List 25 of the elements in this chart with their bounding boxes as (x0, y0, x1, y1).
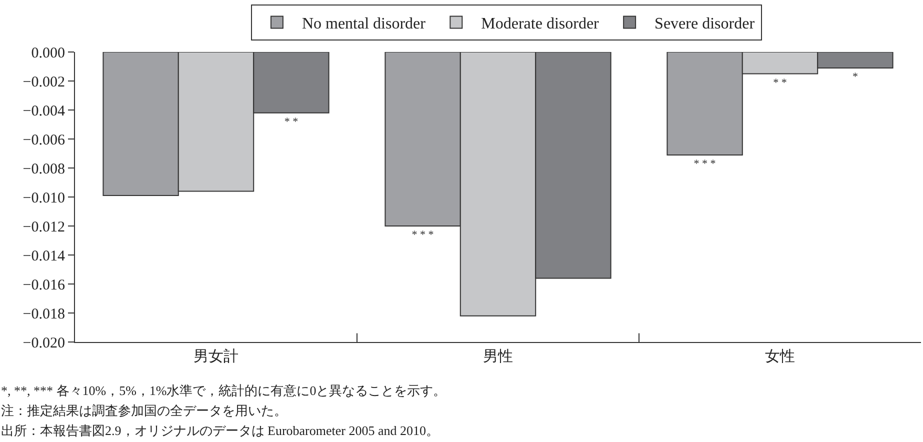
y-tick-label: −0.008 (22, 161, 65, 178)
data-label: * * * (694, 158, 716, 170)
legend-label: No mental disorder (302, 16, 426, 33)
legend-label: Severe disorder (654, 16, 756, 33)
data-label: * (852, 70, 858, 83)
y-tick-label: −0.018 (22, 306, 65, 322)
y-tick-label: −0.012 (22, 219, 65, 236)
x-tick-label: 男性 (483, 348, 513, 365)
data-label: * * (773, 76, 787, 89)
text: *, **, *** 各々10%，5%，1%水準で，統計的に有意に0と異なることを示す。 (1, 383, 446, 398)
y-tick-label: −0.010 (22, 190, 65, 206)
x-tick-label: 男女計 (194, 348, 238, 365)
text: 出所：本報告書図2.9，オリジナルのデータは Eurobarometer 2005 and 2010。 (1, 423, 439, 438)
data-label: * * (284, 116, 298, 128)
y-tick-label: −0.002 (22, 74, 65, 90)
x-tick-label: 女性 (765, 348, 795, 365)
y-tick-label: −0.020 (22, 335, 65, 352)
y-tick-label: −0.014 (22, 248, 66, 264)
text: 注：推定結果は調査参加国の全データを用いた。 (1, 403, 287, 418)
y-tick-label: −0.006 (22, 132, 66, 148)
y-tick-label: 0.000 (31, 45, 65, 62)
legend-label: Moderate disorder (481, 16, 600, 33)
y-tick-label: −0.016 (22, 277, 66, 294)
data-label: * * * (412, 229, 434, 241)
y-tick-label: −0.004 (22, 103, 66, 120)
